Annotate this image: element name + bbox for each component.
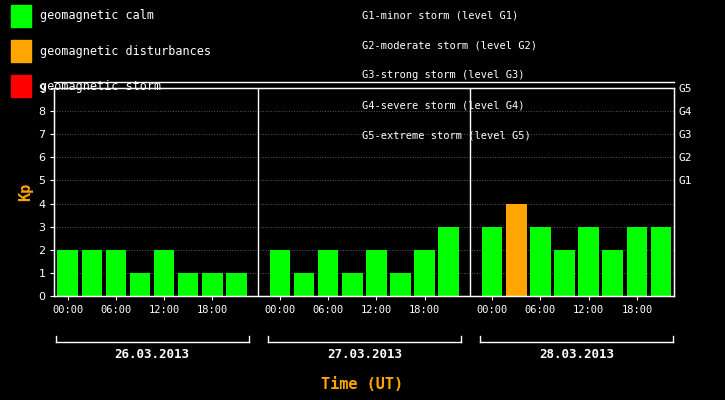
Bar bbox=[415, 250, 435, 296]
Text: G2-moderate storm (level G2): G2-moderate storm (level G2) bbox=[362, 40, 537, 50]
Bar bbox=[81, 250, 102, 296]
Text: G4-severe storm (level G4): G4-severe storm (level G4) bbox=[362, 100, 525, 110]
Bar bbox=[390, 273, 411, 296]
Y-axis label: Kp: Kp bbox=[17, 183, 33, 201]
Bar bbox=[57, 250, 78, 296]
Text: G3-strong storm (level G3): G3-strong storm (level G3) bbox=[362, 70, 525, 80]
Text: 27.03.2013: 27.03.2013 bbox=[327, 348, 402, 360]
Bar bbox=[270, 250, 290, 296]
Bar bbox=[602, 250, 623, 296]
Bar bbox=[342, 273, 362, 296]
Bar bbox=[226, 273, 246, 296]
Bar bbox=[651, 227, 671, 296]
Bar bbox=[626, 227, 647, 296]
Text: G1-minor storm (level G1): G1-minor storm (level G1) bbox=[362, 10, 519, 20]
Bar bbox=[506, 204, 526, 296]
Bar bbox=[482, 227, 502, 296]
Text: 28.03.2013: 28.03.2013 bbox=[539, 348, 614, 360]
Bar bbox=[554, 250, 575, 296]
Bar bbox=[530, 227, 550, 296]
Text: G5-extreme storm (level G5): G5-extreme storm (level G5) bbox=[362, 130, 531, 140]
Bar bbox=[154, 250, 175, 296]
Text: geomagnetic disturbances: geomagnetic disturbances bbox=[40, 45, 211, 58]
Text: geomagnetic storm: geomagnetic storm bbox=[40, 80, 161, 93]
Text: 26.03.2013: 26.03.2013 bbox=[115, 348, 189, 360]
Bar bbox=[439, 227, 459, 296]
Bar bbox=[130, 273, 150, 296]
Bar bbox=[366, 250, 386, 296]
Bar bbox=[202, 273, 223, 296]
Text: geomagnetic calm: geomagnetic calm bbox=[40, 10, 154, 22]
Bar bbox=[294, 273, 314, 296]
Bar bbox=[318, 250, 339, 296]
Bar bbox=[579, 227, 599, 296]
Bar bbox=[178, 273, 199, 296]
Bar bbox=[106, 250, 126, 296]
Text: Time (UT): Time (UT) bbox=[321, 377, 404, 392]
